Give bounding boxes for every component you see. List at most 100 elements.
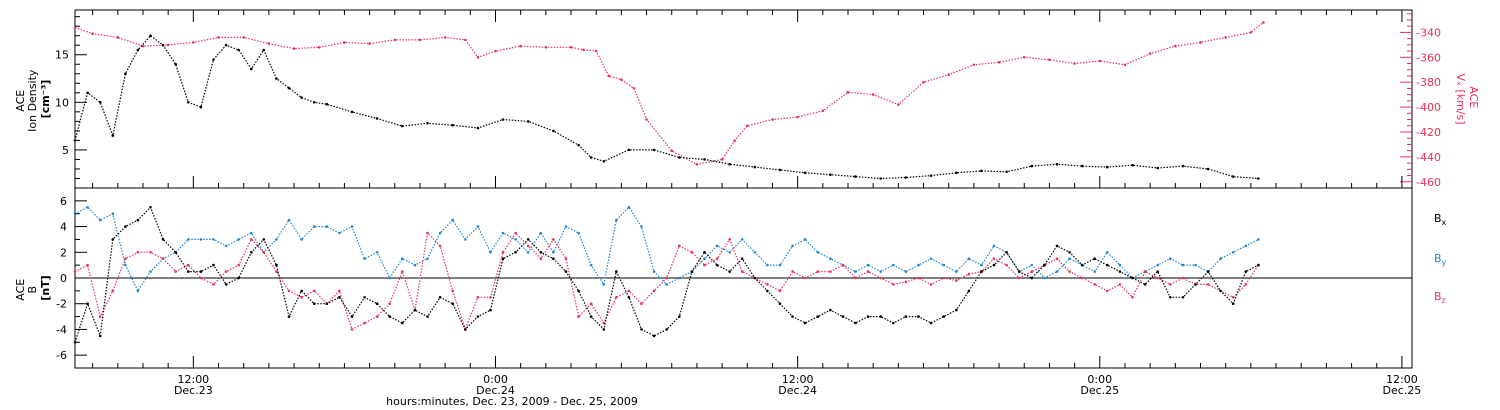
by-point <box>375 251 379 254</box>
by-point <box>589 263 593 267</box>
density-point <box>287 86 291 90</box>
velocity-tick-label: -440 <box>1416 151 1441 164</box>
field-tick-label: 0 <box>60 272 67 285</box>
vx-point <box>733 139 736 142</box>
by-point <box>325 225 329 228</box>
velocity-tick-label: -360 <box>1416 51 1441 64</box>
field-tick-label: -2 <box>56 298 67 311</box>
by-point <box>250 231 253 235</box>
by-point <box>929 257 933 261</box>
by-point <box>514 238 517 241</box>
bx-point <box>740 257 744 261</box>
by-point <box>627 206 631 209</box>
density-point <box>589 156 593 159</box>
density-point <box>237 48 240 52</box>
bz-point <box>199 276 203 280</box>
bz-point <box>1131 296 1134 299</box>
bx-point <box>111 238 115 241</box>
by-point <box>413 263 417 267</box>
vx-point <box>582 48 585 52</box>
density-point <box>929 174 933 177</box>
bx-point <box>665 328 668 331</box>
bz-point <box>539 257 543 261</box>
bz-point <box>1093 283 1096 286</box>
bx-point <box>426 315 429 318</box>
bx-point <box>627 296 631 299</box>
bz-point <box>1143 270 1147 273</box>
vx-point <box>821 109 825 113</box>
bx-point <box>1169 296 1172 299</box>
by-point <box>665 283 668 286</box>
by-point <box>212 238 215 241</box>
bx-point <box>338 296 341 299</box>
bx-point <box>1131 276 1134 280</box>
bz-point <box>262 251 266 254</box>
bx-point <box>149 206 152 209</box>
time-tick-label: 12:00 <box>1386 373 1418 386</box>
density-point <box>803 171 807 175</box>
density-point <box>526 120 530 123</box>
bx-point <box>829 308 832 312</box>
vx-point <box>1199 41 1202 44</box>
legend-bx: Bx <box>1434 212 1447 227</box>
density-point <box>652 148 656 152</box>
bz-point <box>363 321 366 325</box>
bx-point <box>1156 270 1159 273</box>
bz-point <box>1080 276 1084 280</box>
bx-point <box>514 251 517 254</box>
field-tick-label: 4 <box>60 221 67 234</box>
vx-point <box>846 90 850 94</box>
vx-point <box>871 93 875 96</box>
bx-point <box>766 289 769 293</box>
bz-point <box>589 302 593 306</box>
density-point <box>703 158 706 161</box>
by-point <box>1093 270 1096 273</box>
bx-point <box>1118 270 1122 273</box>
bz-point <box>879 276 882 280</box>
bx-point <box>388 315 392 318</box>
bz-point <box>552 238 555 241</box>
bx-point <box>589 315 593 318</box>
vx-point <box>166 43 170 47</box>
bx-point <box>602 328 606 331</box>
bz-point <box>514 231 517 235</box>
bz-point <box>740 270 744 273</box>
bz-trace <box>74 231 1259 332</box>
bx-point <box>715 263 719 267</box>
by-point <box>740 238 744 241</box>
by-point <box>388 276 392 280</box>
density-point <box>1206 167 1210 171</box>
by-point <box>539 231 543 235</box>
bx-point <box>955 308 958 312</box>
by-point <box>728 251 731 254</box>
bz-series <box>73 231 1260 332</box>
legend-by-letter: B <box>1434 252 1442 265</box>
vx-point <box>317 46 321 49</box>
density-point <box>577 143 580 147</box>
by-point <box>1257 238 1260 241</box>
bx-point <box>1219 289 1222 293</box>
bx-point <box>1257 263 1260 267</box>
vx-point <box>393 38 397 42</box>
bz-point <box>854 276 857 280</box>
vx-point <box>897 103 900 106</box>
density-point <box>300 96 303 99</box>
bz-point <box>111 289 115 293</box>
legend-by-sub: y <box>1442 258 1447 267</box>
by-point <box>753 251 757 254</box>
bx-point <box>262 238 266 241</box>
vx-point <box>1174 44 1177 48</box>
velocity-tick-label: -340 <box>1416 26 1441 39</box>
vx-point <box>1249 31 1253 34</box>
by-point <box>640 225 643 228</box>
bx-point <box>224 283 228 286</box>
density-point <box>426 122 429 125</box>
density-point <box>375 117 379 120</box>
density-point <box>1257 177 1260 180</box>
vx-point <box>343 41 346 44</box>
bz-point <box>338 289 341 293</box>
legend-bz: Bz <box>1434 290 1446 305</box>
legend-bx-letter: B <box>1434 212 1442 225</box>
density-point <box>1131 163 1134 167</box>
bx-point <box>98 334 102 338</box>
